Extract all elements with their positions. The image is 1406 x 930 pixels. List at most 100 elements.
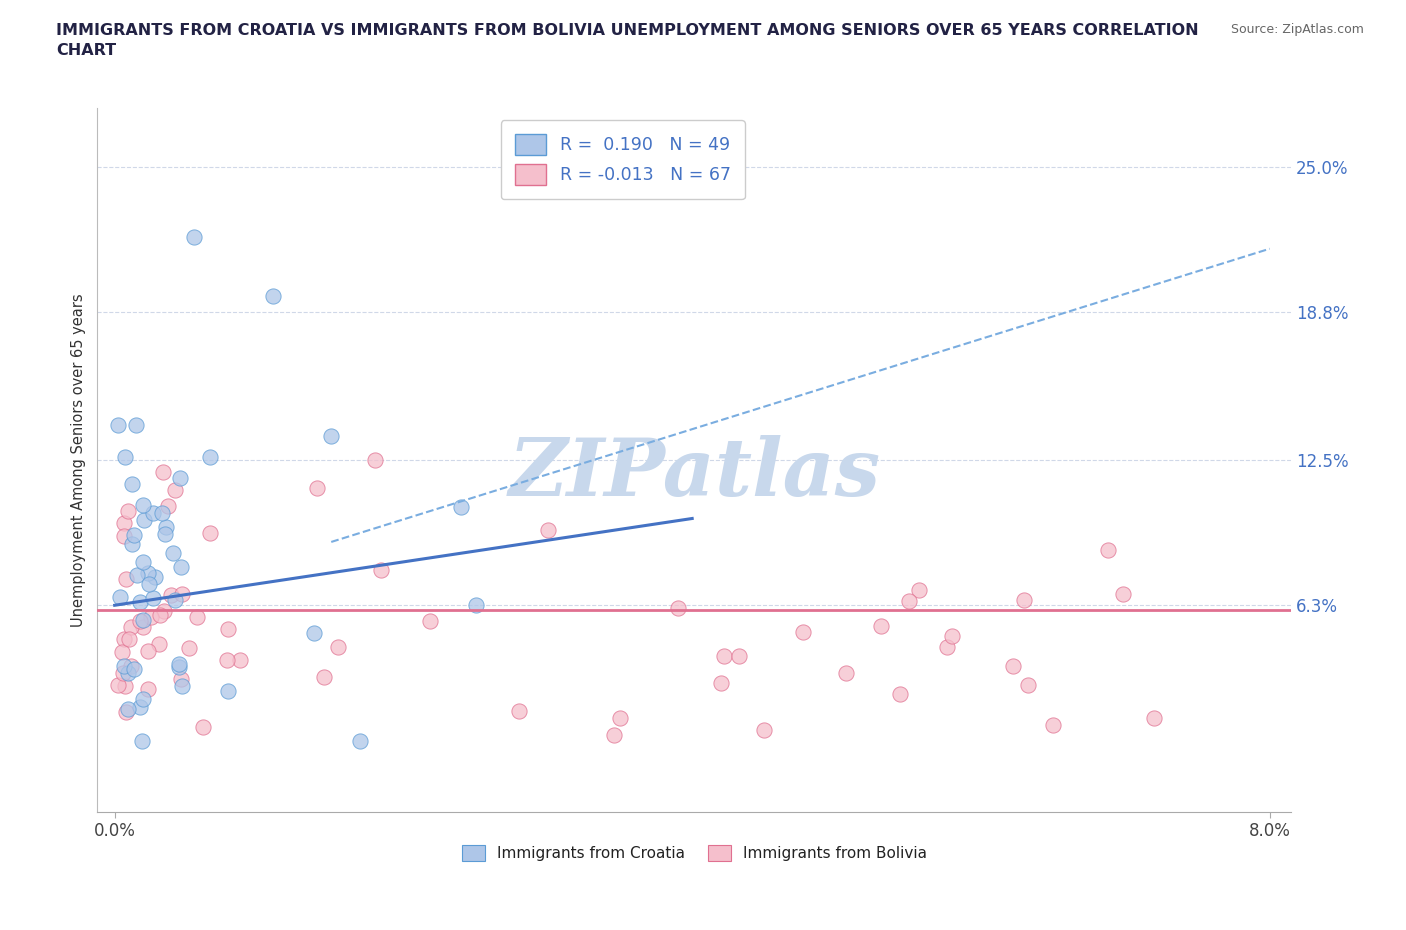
Point xyxy=(191,720,214,735)
Point xyxy=(112,631,135,646)
Point xyxy=(941,629,963,644)
Point xyxy=(112,516,135,531)
Point xyxy=(115,572,138,587)
Point xyxy=(370,563,392,578)
Point xyxy=(142,505,165,520)
Point xyxy=(114,450,136,465)
Point xyxy=(121,537,143,551)
Point xyxy=(215,653,238,668)
Point xyxy=(835,665,858,680)
Point xyxy=(121,477,143,492)
Point xyxy=(107,678,129,693)
Point xyxy=(148,636,170,651)
Point xyxy=(132,619,155,634)
Point xyxy=(152,464,174,479)
Point xyxy=(198,525,221,540)
Point xyxy=(122,661,145,676)
Point xyxy=(508,703,530,718)
Point xyxy=(464,598,486,613)
Point xyxy=(129,614,152,629)
Point xyxy=(229,653,252,668)
Point xyxy=(186,609,208,624)
Point xyxy=(1012,593,1035,608)
Point xyxy=(132,612,155,627)
Point xyxy=(115,704,138,719)
Point xyxy=(112,666,135,681)
Point xyxy=(537,523,560,538)
Point xyxy=(602,728,624,743)
Point xyxy=(141,610,163,625)
Point xyxy=(150,505,173,520)
Point xyxy=(132,554,155,569)
Point xyxy=(907,582,929,597)
Point xyxy=(889,686,911,701)
Point xyxy=(1097,543,1119,558)
Point xyxy=(710,675,733,690)
Point xyxy=(163,593,186,608)
Point xyxy=(897,593,920,608)
Point xyxy=(1143,711,1166,725)
Point xyxy=(108,590,131,604)
Point xyxy=(169,657,191,671)
Point xyxy=(713,648,735,663)
Point xyxy=(142,591,165,605)
Point xyxy=(138,577,160,591)
Point xyxy=(153,604,176,618)
Point xyxy=(1017,678,1039,693)
Point xyxy=(349,734,371,749)
Point xyxy=(312,670,335,684)
Point xyxy=(163,482,186,497)
Point xyxy=(155,520,177,535)
Point xyxy=(117,503,139,518)
Point xyxy=(143,570,166,585)
Point xyxy=(136,682,159,697)
Point xyxy=(870,618,893,633)
Point xyxy=(112,658,135,673)
Point xyxy=(169,559,191,574)
Point xyxy=(125,418,148,432)
Point xyxy=(183,230,205,245)
Point xyxy=(117,702,139,717)
Point xyxy=(129,699,152,714)
Point xyxy=(200,449,222,464)
Point xyxy=(153,527,176,542)
Point xyxy=(132,692,155,707)
Point xyxy=(149,607,172,622)
Point xyxy=(321,429,343,444)
Point xyxy=(117,631,139,646)
Point xyxy=(136,644,159,658)
Point xyxy=(120,619,142,634)
Legend: Immigrants from Croatia, Immigrants from Bolivia: Immigrants from Croatia, Immigrants from… xyxy=(456,839,934,868)
Point xyxy=(792,624,814,639)
Point xyxy=(162,546,184,561)
Point xyxy=(363,452,385,467)
Point xyxy=(136,565,159,580)
Point xyxy=(124,528,146,543)
Text: ZIPatlas: ZIPatlas xyxy=(509,435,880,512)
Point xyxy=(157,498,180,513)
Point xyxy=(169,471,191,485)
Point xyxy=(450,499,472,514)
Point xyxy=(170,587,193,602)
Point xyxy=(131,734,153,749)
Point xyxy=(112,528,135,543)
Point xyxy=(127,567,149,582)
Point xyxy=(177,641,200,656)
Point xyxy=(169,671,191,686)
Point xyxy=(326,640,349,655)
Point xyxy=(1042,717,1064,732)
Point xyxy=(754,723,776,737)
Point xyxy=(217,684,239,698)
Point xyxy=(107,418,129,432)
Point xyxy=(1002,659,1025,674)
Point xyxy=(132,512,155,527)
Point xyxy=(111,644,134,659)
Point xyxy=(728,649,751,664)
Point xyxy=(160,587,183,602)
Point xyxy=(304,625,326,640)
Point xyxy=(263,288,285,303)
Text: Source: ZipAtlas.com: Source: ZipAtlas.com xyxy=(1230,23,1364,36)
Point xyxy=(1112,586,1135,601)
Point xyxy=(935,640,957,655)
Point xyxy=(120,658,142,673)
